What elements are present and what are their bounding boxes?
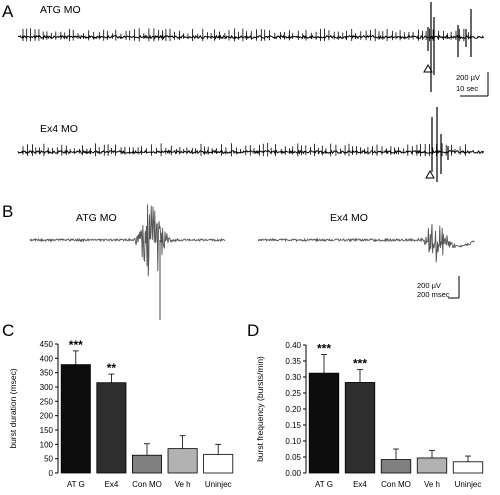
y-tick-label: 0.15 [285,421,301,430]
panel-a-trace-1 [17,2,485,92]
y-tick-label: 0.25 [285,389,301,398]
y-tick-label: 450 [40,340,54,349]
burst-duration-chart: 0 50 100 150 200 250 300 350 400 450 burst duratio… [8,338,234,489]
burst-waveform [29,204,226,277]
panel-a-letter: A [2,2,14,21]
bar [380,459,412,474]
panel-d-letter: D [247,321,259,340]
bar [344,382,376,474]
category-label: Ex4 [353,480,367,489]
panel-a-scale-amplitude: 200 µV [456,73,480,82]
y-tick-label: 200 [40,412,54,421]
y-tick-label: 300 [40,383,54,392]
bar [308,372,340,474]
category-label: AT G [67,480,85,489]
y-tick-label: 0.40 [285,341,301,350]
panel-b-trace-1 [29,204,226,320]
category-label: AT G [315,480,333,489]
y-tick-label: 0.05 [285,453,301,462]
panel-a-trace-2 [17,107,485,182]
trace-bursts [22,143,466,157]
y-tick-label: 400 [40,354,54,363]
y-tick-label: 100 [40,440,54,449]
category-label: Uninjec [205,480,232,489]
y-tick-label: 150 [40,426,54,435]
category-label: Con MO [132,480,162,489]
panel-b-trace-2-label: Ex4 MO [330,212,368,224]
panel-a-trace-2-label: Ex4 MO [40,123,78,135]
trace-baseline [17,149,485,155]
panel-b-scale-bar: 200 µV 200 msec [417,276,460,299]
panel-b-letter: B [2,202,13,221]
bar [167,448,198,474]
panel-c-letter: C [2,321,14,340]
y-tick-label: 0 [49,469,54,478]
panel-b-scale-amplitude: 200 µV [417,281,441,290]
y-tick-label: 250 [40,397,54,406]
category-label: Ve h [424,480,440,489]
panel-a-stimulus-marker-2 [425,169,435,179]
bar [452,461,484,474]
bar [203,453,234,474]
y-tick-label: 0.00 [285,469,301,478]
significance-label: *** [353,357,367,371]
y-tick-label: 0.10 [285,437,301,446]
bar [132,454,162,474]
category-label: Ex4 [105,480,119,489]
bar [416,457,448,474]
burst-waveform [257,223,475,263]
panel-a-stimulus-marker-1 [423,63,433,73]
significance-label: *** [69,338,83,352]
category-label: Uninjec [455,480,482,489]
bar [60,364,91,474]
trace-large-spikes [431,107,449,182]
category-label: Ve h [175,480,191,489]
category-label: Con MO [381,480,411,489]
panel-b-trace-1-label: ATG MO [76,212,117,224]
y-axis-label: burst duration (msec) [8,368,18,448]
bar [96,382,127,474]
burst-frequency-chart: 0.00 0.05 0.10 0.15 0.20 0.25 0.30 0.35 0.40 burs… [255,341,484,489]
significance-label: *** [317,342,331,356]
y-tick-label: 0.20 [285,405,301,414]
panel-b-scale-time: 200 msec [417,290,450,299]
trace-bursts [22,28,469,42]
y-tick-label: 0.30 [285,373,301,382]
panel-a-scale-time: 10 sec [456,84,478,93]
y-tick-label: 350 [40,369,54,378]
trace-baseline [17,34,485,40]
y-tick-label: 0.35 [285,357,301,366]
y-axis-label: burst frequency (bursts/min) [255,356,265,462]
y-tick-label: 50 [44,455,53,464]
panel-b-trace-2 [257,223,475,263]
trace-large-spikes [427,2,472,92]
significance-label: ** [107,361,117,375]
panel-a-scale-bar: 200 µV 10 sec [456,72,489,97]
panel-a-trace-1-label: ATG MO [40,4,81,16]
